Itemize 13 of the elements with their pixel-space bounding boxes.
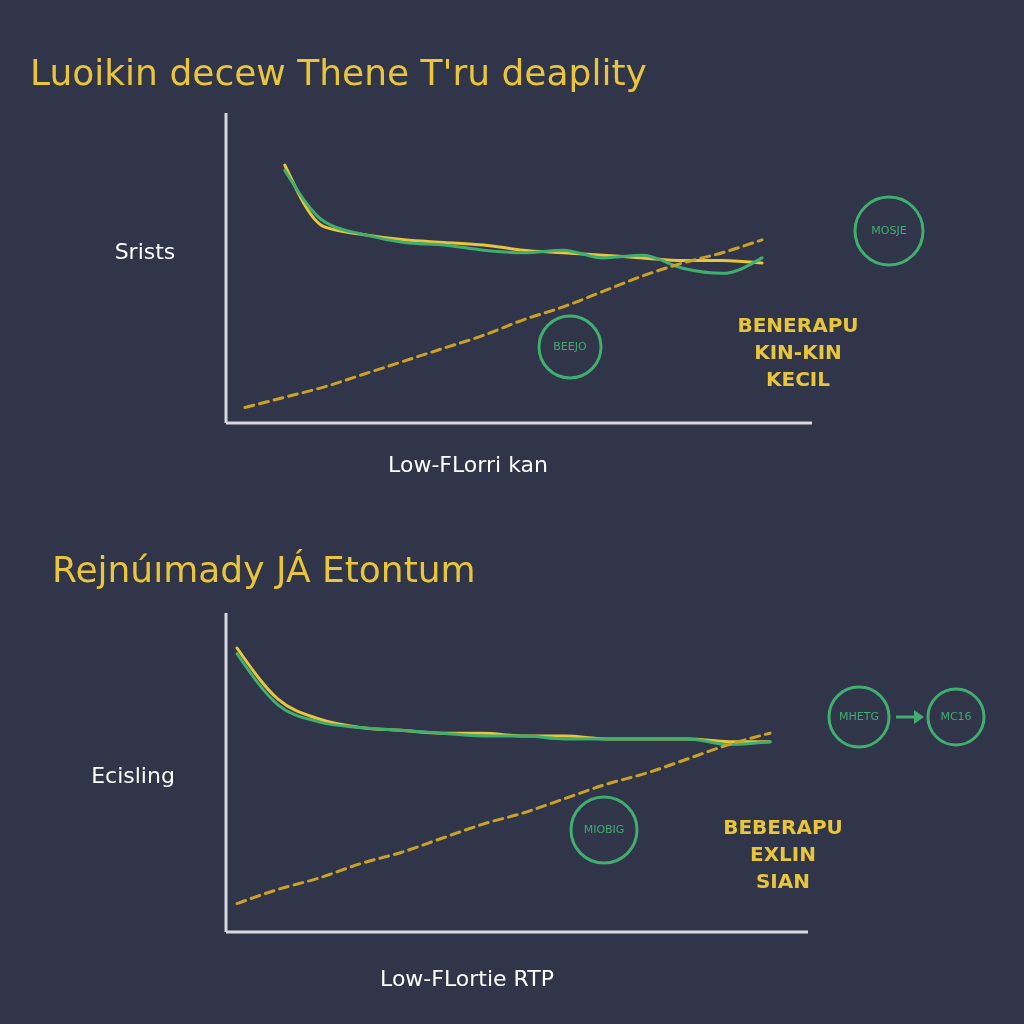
chart-title: Luoikin decew Thene T'ru deaplity (30, 52, 647, 93)
annotation: BEBERAPU EXLIN SIAN (723, 815, 843, 893)
x-axis-title: Low-FLorri kan (388, 452, 548, 477)
x-axis-title: Low-FLortie RTP (380, 966, 554, 991)
annotation: MIOBIG (583, 823, 625, 836)
text: MOSJE (871, 224, 907, 237)
text: MHETG (839, 710, 879, 723)
text: MC16 (940, 710, 972, 723)
annotation: BENERAPU KIN-KIN KECIL (737, 313, 859, 391)
y-axis-title: Ecisling (91, 763, 175, 788)
y-axis-title: Srists (114, 239, 176, 264)
chart-title: Rejnúımady JÁ Etontum (52, 549, 476, 590)
annotation: BEEJO (553, 340, 588, 353)
